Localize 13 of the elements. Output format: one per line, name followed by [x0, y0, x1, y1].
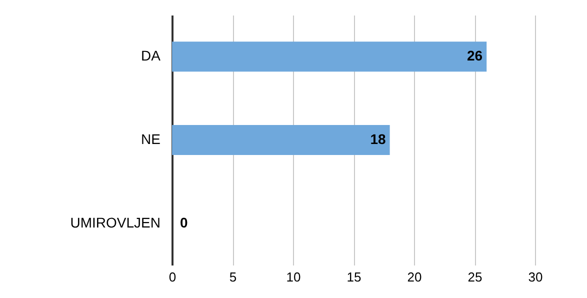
x-tick-label: 5 — [229, 270, 237, 284]
x-tick-label: 20 — [407, 270, 422, 284]
x-tick-label: 30 — [528, 270, 543, 284]
data-label: 0 — [180, 214, 188, 230]
x-tick-label: 0 — [168, 270, 176, 284]
data-label: 18 — [370, 131, 386, 147]
y-tick-label: UMIROVLJEN — [70, 214, 160, 230]
data-label: 26 — [467, 48, 483, 64]
y-tick-label: NE — [141, 131, 160, 147]
y-tick-label: DA — [141, 48, 162, 64]
x-tick-label: 25 — [468, 270, 482, 284]
x-tick-label: 15 — [346, 270, 362, 284]
x-tick-label: 10 — [286, 270, 301, 284]
